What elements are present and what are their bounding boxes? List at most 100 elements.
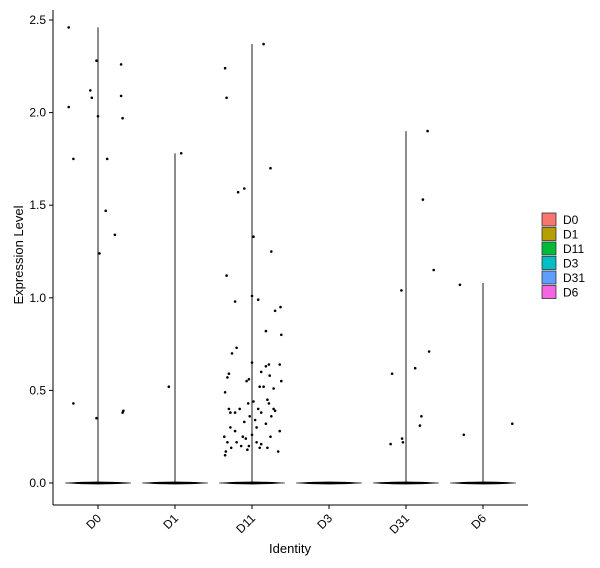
data-point xyxy=(121,116,124,120)
data-point xyxy=(239,444,243,448)
data-point xyxy=(226,441,229,444)
data-point xyxy=(389,442,392,446)
x-tick-label-d31: D31 xyxy=(387,511,413,537)
data-point xyxy=(272,407,275,411)
data-point xyxy=(223,66,227,70)
points-layer xyxy=(67,26,514,457)
data-point xyxy=(72,402,75,405)
data-point xyxy=(264,329,268,333)
data-point xyxy=(104,209,107,213)
x-axis-ticks: D0 D1 D11 D3 D31 D6 xyxy=(83,505,489,537)
data-point xyxy=(390,372,394,376)
data-point xyxy=(458,283,462,287)
data-point xyxy=(400,289,403,292)
data-point xyxy=(255,441,258,444)
data-point xyxy=(250,433,254,437)
data-point xyxy=(235,346,238,350)
data-point xyxy=(418,424,422,427)
legend-label-d1: D1 xyxy=(563,228,579,242)
legend-swatch-d1 xyxy=(541,227,557,241)
data-point xyxy=(167,385,171,389)
legend-swatch-d6 xyxy=(541,285,557,299)
data-point xyxy=(250,294,254,298)
data-point xyxy=(96,115,100,118)
data-point xyxy=(90,96,94,100)
data-point xyxy=(224,450,228,453)
data-point xyxy=(233,429,237,433)
data-point xyxy=(247,378,251,381)
y-tick-label: 2.5 xyxy=(29,13,46,27)
data-point xyxy=(268,374,272,377)
data-point xyxy=(244,437,248,440)
data-point xyxy=(223,391,227,394)
legend-swatch-d3 xyxy=(541,256,557,270)
data-point xyxy=(427,350,431,353)
data-point xyxy=(401,441,405,444)
data-point xyxy=(264,422,268,426)
data-point xyxy=(253,418,257,422)
data-point xyxy=(89,89,92,92)
data-point xyxy=(258,385,262,389)
data-point xyxy=(243,187,246,190)
legend-label-d11: D11 xyxy=(563,242,584,256)
data-point xyxy=(246,402,250,405)
data-point xyxy=(243,420,246,424)
data-point xyxy=(252,400,255,403)
data-point xyxy=(223,453,227,457)
data-point xyxy=(280,333,283,337)
data-point xyxy=(250,361,254,364)
data-point xyxy=(98,252,101,255)
data-point xyxy=(426,129,429,133)
data-point xyxy=(121,411,124,414)
data-point xyxy=(233,300,237,303)
x-tick-label-d6: D6 xyxy=(468,511,489,532)
data-point xyxy=(511,422,514,426)
data-point xyxy=(67,105,70,109)
data-point xyxy=(233,411,237,414)
data-point xyxy=(223,435,226,439)
data-point xyxy=(236,190,240,194)
data-point xyxy=(273,309,277,313)
data-point xyxy=(95,59,98,62)
data-point xyxy=(256,298,260,302)
data-point xyxy=(262,42,265,46)
legend-label-d6: D6 xyxy=(563,286,579,300)
data-point xyxy=(119,94,123,98)
violin-layer xyxy=(64,27,517,485)
legend-swatch-d0 xyxy=(541,212,557,227)
data-point xyxy=(259,442,263,446)
data-point xyxy=(227,407,231,411)
data-point xyxy=(266,398,269,402)
data-point xyxy=(235,441,238,444)
data-point xyxy=(259,370,263,374)
x-tick-label-d11: D11 xyxy=(233,511,258,536)
legend-swatch-d11 xyxy=(541,241,557,256)
violin-d6-base xyxy=(449,481,517,485)
violin-d0-base xyxy=(64,481,132,485)
legend-swatch-d31 xyxy=(541,270,557,285)
data-point xyxy=(230,352,234,355)
data-point xyxy=(267,402,271,405)
data-point xyxy=(269,435,272,439)
x-tick-label-d1: D1 xyxy=(160,511,181,532)
y-tick-label: 2.0 xyxy=(29,106,46,120)
violin-d3-base xyxy=(295,481,363,485)
data-point xyxy=(67,26,70,29)
data-point xyxy=(432,268,436,272)
legend-label-d0: D0 xyxy=(563,213,579,227)
data-point xyxy=(256,407,260,411)
data-point xyxy=(247,444,251,448)
data-point xyxy=(262,385,265,389)
data-point xyxy=(400,437,404,440)
data-point xyxy=(258,446,262,450)
data-point xyxy=(421,198,425,201)
data-point xyxy=(267,363,271,366)
data-point xyxy=(226,376,229,379)
x-tick-label-d0: D0 xyxy=(83,511,104,532)
data-point xyxy=(246,448,249,452)
data-point xyxy=(462,433,466,437)
data-point xyxy=(225,96,228,100)
data-point xyxy=(229,411,232,414)
violin-d1-base xyxy=(141,481,209,485)
